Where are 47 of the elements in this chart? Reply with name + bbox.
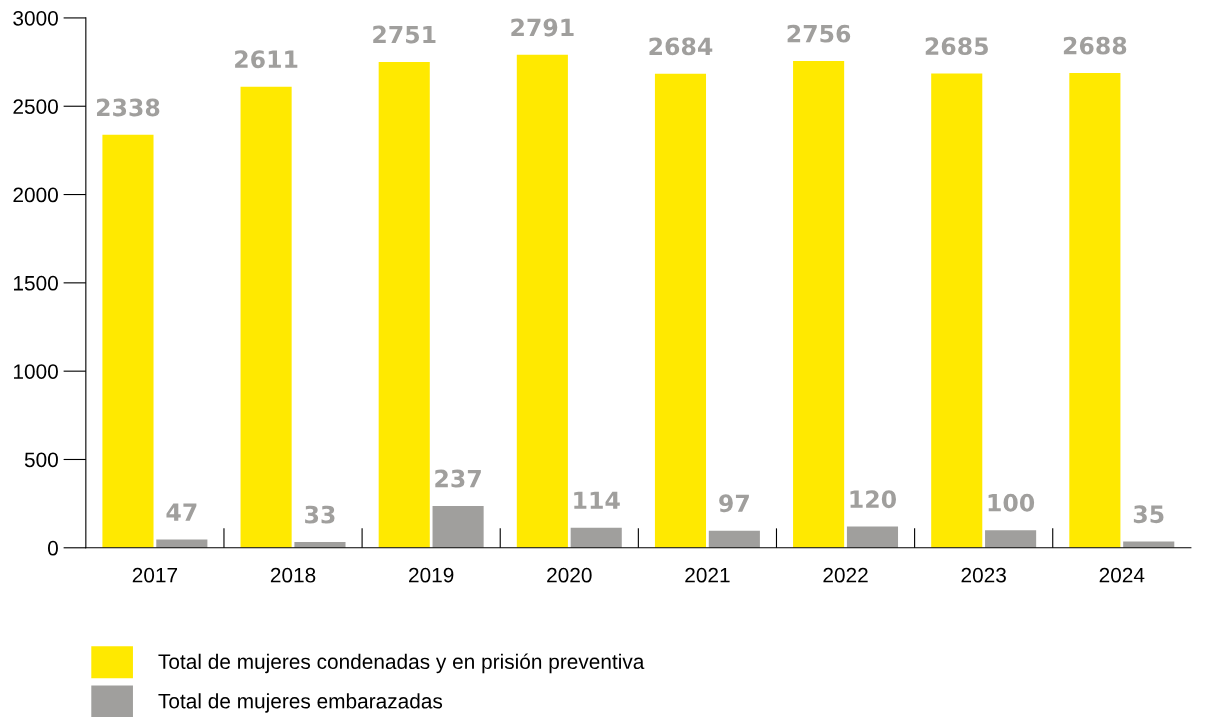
data-label: 2684	[649, 37, 713, 56]
data-label: 2751	[373, 25, 436, 44]
data-label: 2611	[235, 50, 298, 69]
bar	[102, 134, 154, 548]
bar	[156, 539, 208, 548]
data-label: 120	[850, 490, 896, 509]
y-tick-label: 0	[47, 540, 58, 556]
bar	[240, 86, 292, 548]
x-tick-label: 2024	[1099, 567, 1145, 583]
bar	[378, 61, 430, 548]
bar	[654, 73, 707, 548]
x-tick-label: 2019	[409, 567, 454, 583]
bar	[846, 526, 899, 548]
x-tick-label: 2020	[547, 567, 592, 583]
bar	[793, 61, 845, 548]
x-tick-label: 2023	[961, 567, 1006, 583]
data-label: 2756	[787, 24, 851, 43]
y-tick-label: 2000	[13, 187, 58, 203]
data-label: 2338	[96, 98, 160, 117]
x-tick-label: 2017	[132, 567, 178, 583]
bar	[708, 530, 760, 548]
data-label: 100	[988, 493, 1035, 512]
bar	[931, 73, 983, 548]
y-tick-label: 500	[24, 452, 58, 468]
data-label: 237	[435, 469, 481, 488]
legend-label: Total de mujeres embarazadas	[158, 693, 443, 713]
bar	[516, 54, 568, 548]
bar	[1069, 73, 1121, 548]
bar	[432, 505, 484, 548]
bar	[985, 530, 1037, 548]
y-tick-label: 1500	[14, 275, 58, 291]
x-tick-label: 2021	[685, 567, 730, 583]
x-tick-label: 2022	[823, 567, 868, 583]
data-label: 2791	[511, 18, 574, 37]
y-tick-label: 1000	[14, 364, 58, 379]
y-tick-label: 3000	[13, 10, 58, 26]
data-label: 2685	[925, 37, 988, 56]
x-tick-label: 2018	[270, 567, 316, 583]
y-tick-label: 2500	[13, 99, 58, 114]
data-label: 114	[574, 491, 620, 509]
data-label: 33	[305, 505, 335, 524]
data-label: 97	[719, 494, 749, 513]
data-label: 35	[1133, 505, 1164, 524]
bar	[570, 527, 622, 548]
data-label: 2688	[1063, 36, 1127, 55]
data-label: 47	[166, 503, 197, 521]
legend-label: Total de mujeres condenadas y en prisión preventiva	[158, 653, 645, 674]
